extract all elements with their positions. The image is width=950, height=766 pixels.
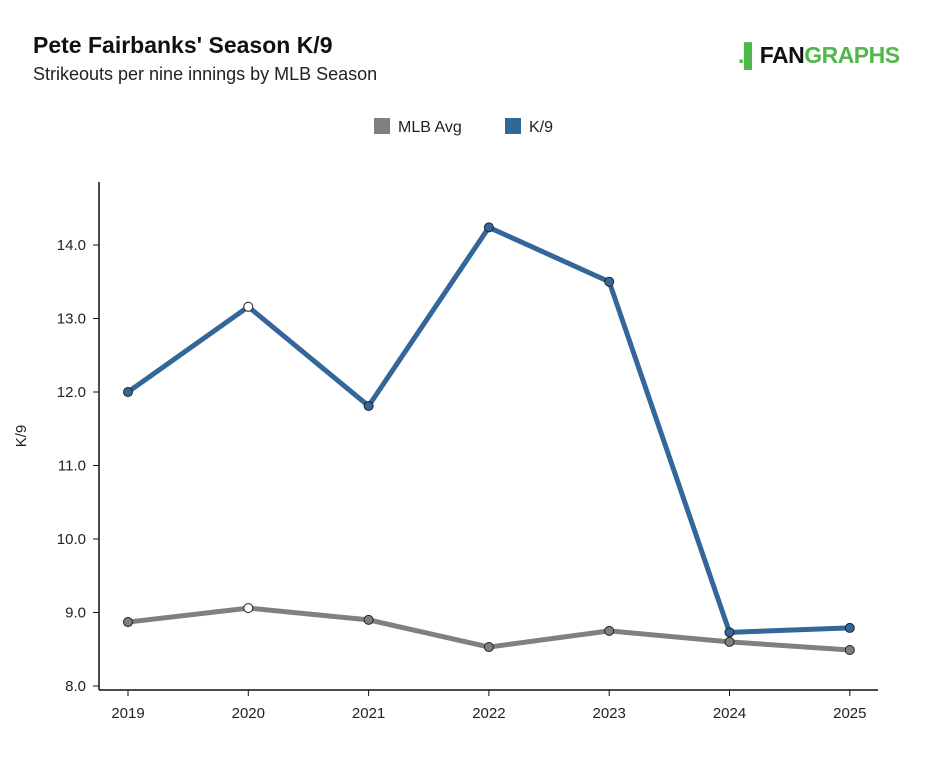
x-tick-label: 2023 — [593, 705, 626, 722]
legend-label: K/9 — [529, 119, 553, 136]
data-point — [844, 644, 855, 655]
y-tick-label: 8.0 — [65, 678, 86, 695]
data-point — [844, 622, 855, 633]
logo-graphs: GRAPHS — [804, 42, 900, 68]
data-point — [604, 625, 615, 636]
data-point — [363, 614, 374, 625]
data-point — [243, 603, 254, 614]
x-tick-label: 2021 — [352, 705, 385, 722]
x-tick-label: 2019 — [111, 705, 144, 722]
chart-title: Pete Fairbanks' Season K/9 — [33, 32, 333, 58]
data-point — [123, 387, 133, 397]
y-tick-label: 11.0 — [58, 458, 86, 475]
logo-fan: FAN — [759, 42, 805, 68]
x-tick-label: 2022 — [472, 705, 505, 722]
x-tick-label: 2025 — [833, 705, 866, 722]
series-line-k-9 — [126, 224, 850, 635]
y-tick-label: 10.0 — [57, 531, 86, 548]
y-tick-label: 12.0 — [57, 384, 86, 401]
y-tick-label: 14.0 — [57, 237, 86, 254]
x-tick-label: 2020 — [232, 705, 265, 722]
y-tick-label: 9.0 — [65, 605, 86, 622]
data-point — [604, 276, 615, 287]
data-point — [724, 627, 735, 638]
legend-swatch-k-9 — [505, 118, 521, 134]
chart-subtitle: Strikeouts per nine innings by MLB Seaso… — [33, 64, 378, 84]
fangraphs-logo: .▌FANGRAPHS — [738, 42, 900, 68]
data-point — [483, 222, 494, 233]
data-point — [724, 636, 735, 647]
y-axis-label: K/9 — [13, 425, 30, 448]
y-tick-label: 13.0 — [57, 311, 86, 328]
data-point — [243, 301, 254, 312]
legend-swatch-mlb-avg — [374, 118, 390, 134]
data-point — [123, 617, 133, 628]
data-point — [363, 400, 374, 411]
data-point — [483, 642, 494, 653]
x-tick-label: 2024 — [713, 705, 746, 722]
legend-label: MLB Avg — [398, 119, 462, 136]
